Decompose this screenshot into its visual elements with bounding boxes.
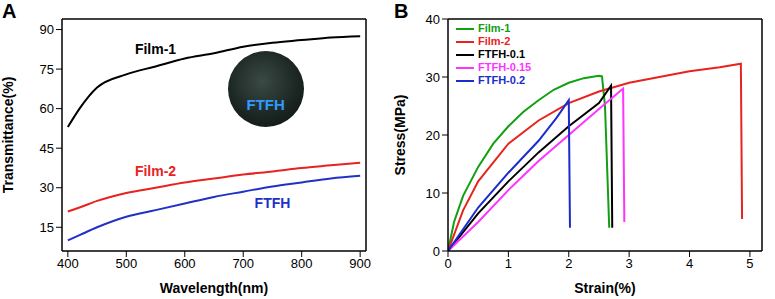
svg-text:15: 15 xyxy=(40,220,54,235)
svg-text:500: 500 xyxy=(115,256,137,271)
svg-text:30: 30 xyxy=(426,70,440,85)
html-text:B: B xyxy=(394,0,409,22)
html-text:FTFH: FTFH xyxy=(246,95,285,113)
svg-text:700: 700 xyxy=(232,256,254,271)
svg-text:90: 90 xyxy=(40,22,54,37)
svg-text:1: 1 xyxy=(505,256,512,271)
svg-text:20: 20 xyxy=(426,128,440,143)
svg-text:2: 2 xyxy=(565,256,572,271)
svg-text:Film-2: Film-2 xyxy=(135,163,176,179)
svg-text:10: 10 xyxy=(426,186,440,201)
svg-text:800: 800 xyxy=(291,256,313,271)
svg-text:Transmittance(%): Transmittance(%) xyxy=(0,77,16,194)
svg-text:40: 40 xyxy=(426,12,440,27)
html-text:Film-2: Film-2 xyxy=(478,35,511,47)
svg-text:Strain(%): Strain(%) xyxy=(574,280,635,296)
svg-text:400: 400 xyxy=(57,256,79,271)
svg-text:60: 60 xyxy=(40,101,54,116)
svg-text:FTFH: FTFH xyxy=(255,195,291,211)
html-text:A: A xyxy=(2,0,17,22)
svg-text:45: 45 xyxy=(40,141,54,156)
svg-text:600: 600 xyxy=(174,256,196,271)
svg-text:4: 4 xyxy=(686,256,693,271)
svg-text:0: 0 xyxy=(444,256,451,271)
svg-text:Stress(MPa): Stress(MPa) xyxy=(392,95,408,176)
html-text:FTFH-0.1: FTFH-0.1 xyxy=(478,48,526,60)
html-text:FTFH-0.2: FTFH-0.2 xyxy=(478,74,526,86)
svg-text:900: 900 xyxy=(349,256,371,271)
svg-text:3: 3 xyxy=(626,256,633,271)
svg-text:5: 5 xyxy=(746,256,753,271)
svg-text:30: 30 xyxy=(40,180,54,195)
svg-text:0: 0 xyxy=(433,244,440,259)
svg-text:Wavelength(nm): Wavelength(nm) xyxy=(160,280,268,296)
html-text:Film-1: Film-1 xyxy=(478,22,511,34)
html-text:FTFH-0.15: FTFH-0.15 xyxy=(478,61,532,73)
svg-text:Film-1: Film-1 xyxy=(135,41,176,57)
svg-text:75: 75 xyxy=(40,62,54,77)
